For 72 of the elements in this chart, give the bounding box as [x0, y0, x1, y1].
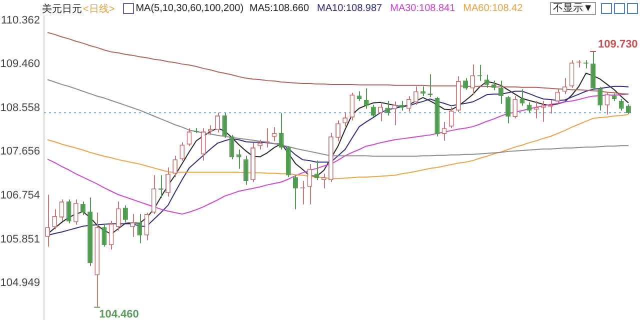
candlestick [604, 92, 610, 116]
candlestick [180, 142, 185, 162]
candlestick [307, 164, 312, 205]
y-tick-label: 104.949 [0, 277, 40, 290]
text: MA10:108.987 [317, 3, 382, 14]
candlestick [370, 104, 376, 117]
y-tick-label: 107.656 [0, 146, 40, 158]
candlestick [470, 64, 476, 95]
candlestick [321, 173, 326, 189]
text: 不显示▼ [550, 2, 596, 15]
candlestick [385, 100, 390, 116]
candlestick [498, 80, 504, 104]
y-tick-label: 108.558 [0, 102, 40, 114]
candlestick [144, 212, 150, 241]
candlestick [506, 96, 511, 124]
candlestick [406, 96, 412, 112]
candlestick [598, 86, 603, 112]
candlestick [186, 128, 192, 147]
y-tick-label: 105.851 [0, 233, 40, 246]
candlestick [293, 174, 298, 210]
candlestick [102, 223, 107, 248]
text: MA60:108.42 [463, 3, 523, 14]
candlestick [66, 198, 72, 224]
candlestick [151, 174, 156, 215]
chart-title: 美元日元 [42, 2, 82, 16]
annotation: 109.730 [598, 38, 638, 50]
candlestick [59, 198, 64, 222]
candlestick [116, 200, 121, 232]
chart-subtitle: <日线> [83, 2, 115, 16]
annotation: 104.460 [99, 308, 139, 320]
candlestick [342, 112, 348, 128]
candlestick [222, 112, 228, 138]
candlestick [526, 102, 532, 114]
candlestick [215, 112, 220, 134]
candlestick [172, 155, 178, 178]
candlestick [350, 92, 355, 121]
candlestick [165, 166, 170, 198]
candlestick [413, 86, 418, 106]
candlestick [562, 78, 568, 95]
candlestick [243, 155, 248, 186]
candlestick [448, 106, 454, 129]
candlestick [278, 112, 284, 150]
candlestick [491, 80, 496, 91]
candlestick [420, 86, 426, 97]
candlestick [512, 96, 518, 119]
candlestick [73, 198, 78, 226]
candlestick [52, 208, 58, 230]
y-tick-label: 109.460 [0, 58, 40, 70]
y-tick-label: 106.754 [0, 189, 40, 202]
candlestick [137, 214, 142, 244]
candlestick [364, 88, 369, 110]
candlestick [484, 74, 490, 88]
candlestick [555, 88, 560, 104]
candlestick [122, 204, 128, 223]
y-tick-label: 110.362 [1, 14, 40, 26]
text: MA5:108.660 [250, 3, 310, 14]
candlestick [272, 126, 277, 142]
candlestick [590, 50, 596, 90]
candlestick [258, 139, 263, 150]
candlestick [45, 194, 50, 248]
candlestick [236, 148, 242, 170]
candlestick [618, 98, 624, 112]
candlestick [108, 220, 114, 250]
candlestick [200, 128, 206, 162]
candlestick [80, 200, 86, 216]
candlestick [569, 60, 574, 88]
text: MA30:108.841 [390, 3, 456, 14]
candlestick [208, 124, 213, 136]
candlestick [520, 88, 525, 106]
legend-title: MA(5,10,30,60,100,200) [136, 3, 244, 14]
candlestick [336, 120, 340, 142]
candlestick [378, 102, 383, 122]
